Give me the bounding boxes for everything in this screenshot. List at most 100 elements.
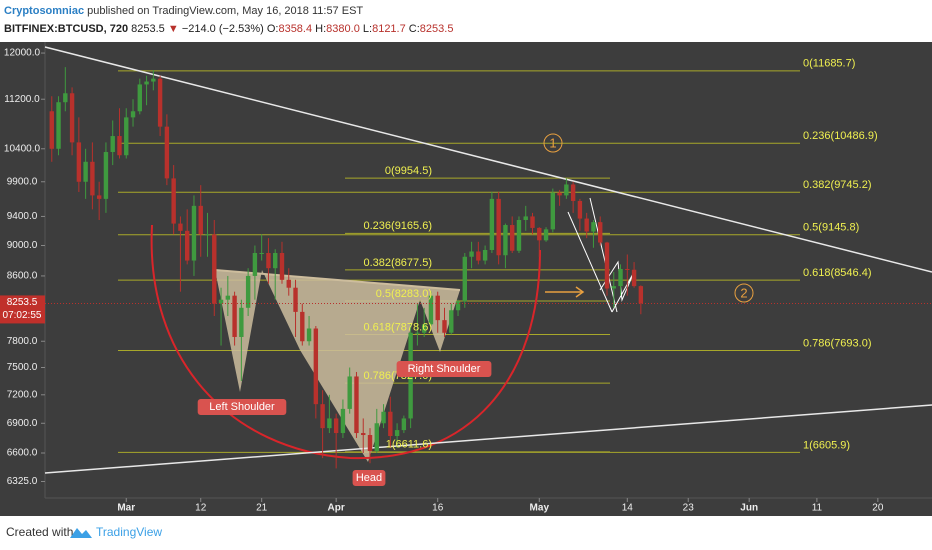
x-tick-label: Mar bbox=[117, 503, 135, 514]
head-shoulders-shape bbox=[215, 270, 460, 462]
candle-body bbox=[598, 222, 603, 243]
candle-body bbox=[225, 295, 231, 300]
ohlc-value: 8358.4 bbox=[278, 23, 312, 35]
candle-body bbox=[388, 411, 393, 436]
candle-body bbox=[239, 307, 244, 337]
pattern-label-bg bbox=[197, 399, 287, 415]
pattern-label: Left Shoulder bbox=[209, 401, 275, 413]
candle-body bbox=[496, 198, 501, 256]
candle-body bbox=[96, 195, 102, 199]
candle-body bbox=[130, 111, 136, 118]
pennant-line bbox=[589, 197, 618, 313]
pattern-label: Head bbox=[356, 472, 382, 484]
footer-text: Created with bbox=[6, 525, 73, 539]
candle-body bbox=[591, 222, 596, 232]
trendline bbox=[44, 404, 932, 474]
x-tick-label: 14 bbox=[622, 503, 634, 514]
candle-body bbox=[503, 225, 508, 256]
y-tick-label: 6600.0 bbox=[7, 448, 38, 459]
candle-body bbox=[286, 279, 291, 288]
x-tick-label: Jun bbox=[740, 503, 758, 514]
candle-body bbox=[570, 184, 576, 201]
candle-body bbox=[394, 430, 400, 436]
y-tick-label: 6325.0 bbox=[7, 476, 38, 487]
candle-body bbox=[232, 295, 237, 337]
candle-body bbox=[442, 320, 447, 333]
y-tick-label: 7200.0 bbox=[7, 389, 38, 400]
candle-body bbox=[489, 198, 495, 250]
candle-body bbox=[374, 423, 379, 451]
candle-body bbox=[354, 376, 359, 434]
price-tag-text: 8253.5 bbox=[7, 297, 38, 308]
symbol: BITFINEX:BTCUSD, 720 bbox=[4, 23, 128, 35]
ohlc-value: 8121.7 bbox=[372, 23, 406, 35]
candle-body bbox=[509, 225, 515, 251]
candle-body bbox=[340, 408, 346, 434]
candle-body bbox=[381, 411, 386, 424]
pennant-line bbox=[567, 211, 613, 313]
wave-circle bbox=[543, 133, 563, 153]
published: published on TradingView.com, May 16, 20… bbox=[84, 5, 363, 17]
header-line-2: BITFINEX:BTCUSD, 720 8253.5 ▼ −214.0 (−2… bbox=[4, 23, 453, 35]
candle-body bbox=[90, 161, 95, 196]
x-tick-label: 21 bbox=[256, 503, 268, 514]
fib-label: 0.236(9165.6) bbox=[364, 220, 433, 232]
candle-body bbox=[293, 287, 298, 312]
candle-body bbox=[428, 295, 434, 325]
candle-body bbox=[306, 328, 312, 342]
candle-body bbox=[137, 84, 142, 112]
fib-label: 1(6605.9) bbox=[803, 439, 850, 451]
candle-body bbox=[631, 269, 637, 287]
ohlc-label: H: bbox=[315, 23, 326, 35]
candle-body bbox=[421, 324, 427, 333]
candles bbox=[49, 67, 644, 469]
candle-body bbox=[205, 234, 210, 236]
candle-body bbox=[625, 268, 630, 270]
candle-body bbox=[435, 295, 440, 321]
fib-label: 0(9954.5) bbox=[385, 165, 432, 177]
x-tick-label: 16 bbox=[432, 503, 444, 514]
price-tag bbox=[0, 295, 45, 324]
candle-body bbox=[543, 229, 549, 241]
y-tick-label: 7800.0 bbox=[7, 336, 38, 347]
candle-body bbox=[584, 218, 589, 232]
pennant-line bbox=[599, 260, 635, 313]
fib-label: 0.786(7693.0) bbox=[803, 337, 872, 349]
x-tick-label: 11 bbox=[812, 503, 823, 514]
candle-body bbox=[333, 418, 339, 434]
candle-body bbox=[469, 251, 474, 257]
x-tick-label: May bbox=[530, 503, 550, 514]
wave-circle bbox=[734, 283, 754, 303]
candle-body bbox=[110, 136, 115, 153]
candle-body bbox=[259, 252, 264, 254]
brand[interactable]: TradingView bbox=[96, 525, 162, 539]
fib-label: 0.382(9745.2) bbox=[803, 179, 872, 191]
fib-label: 0.618(7878.6) bbox=[364, 321, 433, 333]
candle-body bbox=[577, 200, 583, 219]
fib-label: 1(6611.6) bbox=[386, 439, 432, 451]
author[interactable]: Cryptosomniac bbox=[4, 5, 84, 17]
arrow: ▼ bbox=[168, 23, 179, 35]
candle-body bbox=[300, 311, 305, 342]
candle-body bbox=[178, 223, 183, 231]
wave-label: 2 bbox=[740, 285, 747, 300]
candle-body bbox=[455, 301, 461, 311]
y-tick-label: 8600.0 bbox=[7, 271, 38, 282]
ohlc-label: C: bbox=[409, 23, 420, 35]
candle-body bbox=[415, 332, 420, 334]
y-tick-label: 10400.0 bbox=[4, 143, 41, 154]
y-tick-label: 11200.0 bbox=[4, 94, 40, 105]
fib-label: 0.618(8546.4) bbox=[803, 267, 872, 279]
candle-body bbox=[151, 78, 156, 82]
pattern-label-bg bbox=[396, 361, 492, 377]
x-tick-label: 20 bbox=[872, 503, 884, 514]
candle-body bbox=[124, 117, 129, 156]
pattern-label: Right Shoulder bbox=[408, 363, 481, 375]
candle-body bbox=[144, 81, 149, 85]
arrow-head bbox=[575, 286, 585, 298]
ohlc-label: L: bbox=[363, 23, 372, 35]
candle-body bbox=[482, 249, 488, 261]
candle-body bbox=[476, 251, 481, 261]
fib-label: 0.5(9145.8) bbox=[803, 222, 859, 234]
